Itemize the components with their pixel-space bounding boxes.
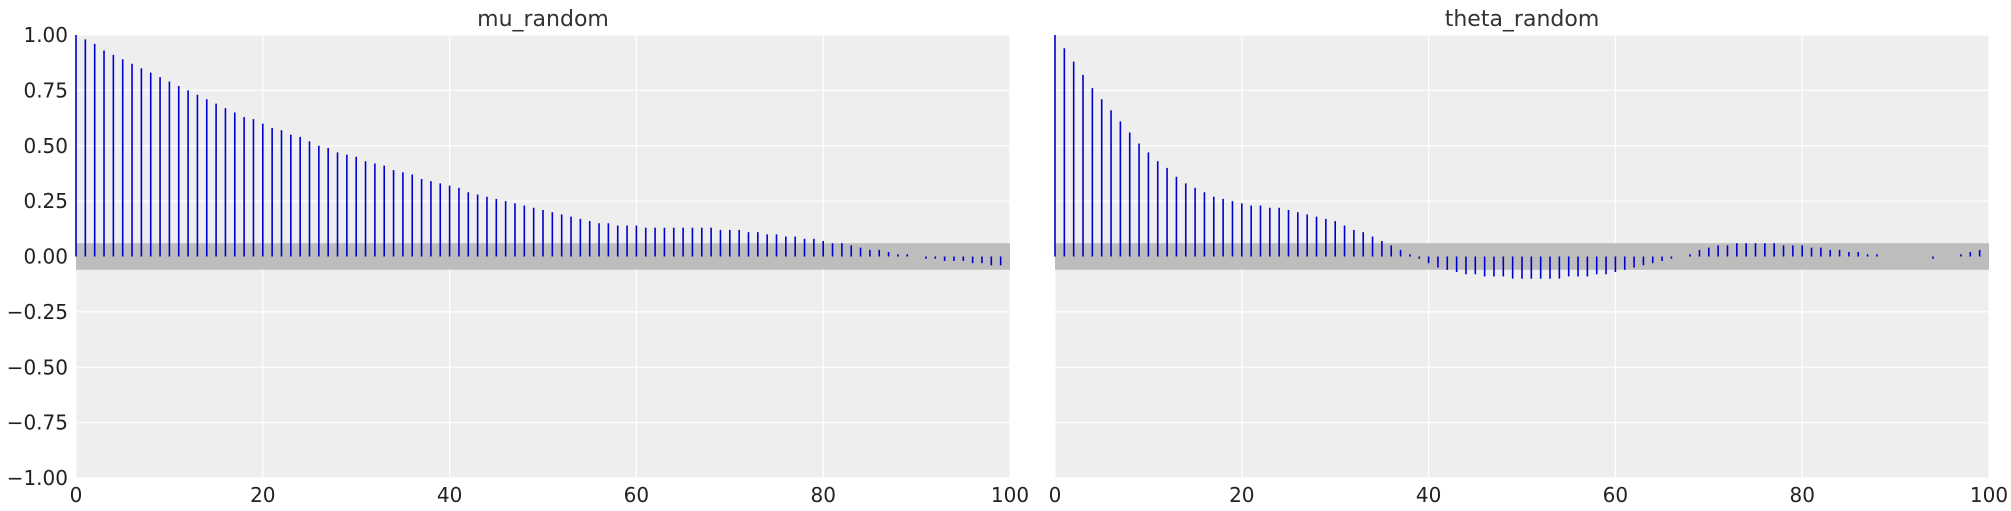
x-tick-label: 40 [437, 483, 462, 507]
y-tick-label: 0.25 [23, 189, 68, 213]
x-tick-label: 60 [624, 483, 649, 507]
chart-title: mu_random [477, 7, 609, 32]
x-tick-label: 80 [810, 483, 835, 507]
y-tick-label: 0.50 [23, 134, 68, 158]
x-tick-label: 0 [1049, 483, 1062, 507]
x-tick-label: 40 [1416, 483, 1441, 507]
y-tick-label: −0.75 [7, 411, 68, 435]
chart-title: theta_random [1445, 7, 1600, 32]
x-tick-label: 80 [1789, 483, 1814, 507]
y-tick-label: −0.50 [7, 355, 68, 379]
x-tick-label: 100 [1970, 483, 2008, 507]
y-tick-label: −0.25 [7, 300, 68, 324]
y-tick-label: 0.00 [23, 245, 68, 269]
y-tick-label: 0.75 [23, 78, 68, 102]
x-tick-label: 20 [250, 483, 275, 507]
panel-1: mu_random 0 20 40 60 80 100 −1.00 −0.75 −0.50 −0.2… [7, 7, 1029, 507]
y-tick-label: −1.00 [7, 466, 68, 490]
panel-2: theta_random 0 20 40 60 80 100 [1049, 7, 2008, 507]
x-tick-label: 20 [1229, 483, 1254, 507]
y-tick-label: 1.00 [23, 23, 68, 47]
x-tick-label: 100 [991, 483, 1029, 507]
x-tick-label: 0 [70, 483, 83, 507]
x-tick-label: 60 [1603, 483, 1628, 507]
